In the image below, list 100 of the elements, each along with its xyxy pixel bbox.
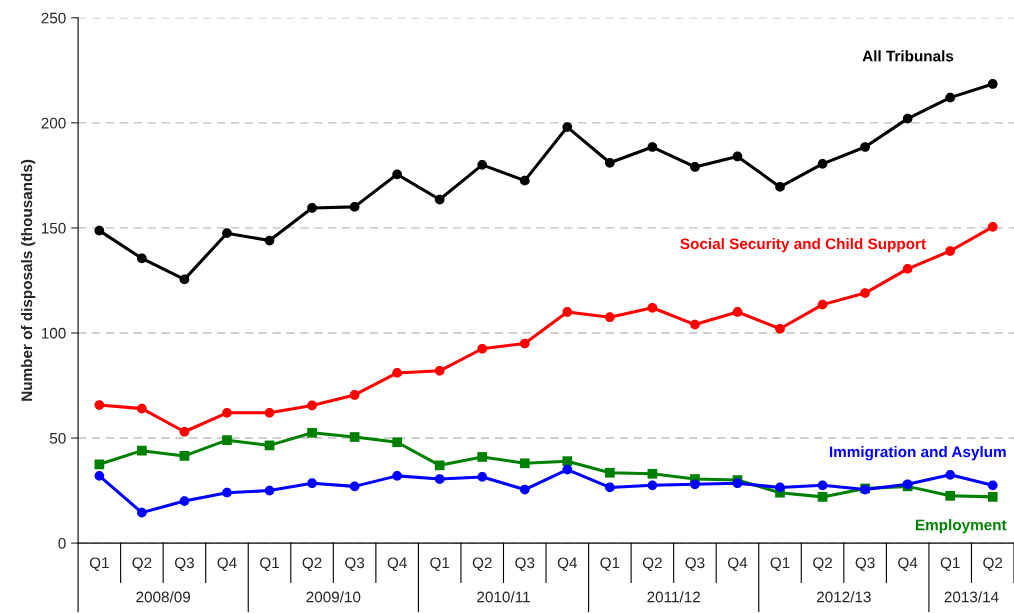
x-tick-label: Q1 <box>940 557 960 571</box>
point <box>434 365 445 376</box>
point <box>179 496 190 506</box>
point <box>562 307 573 317</box>
point <box>945 490 956 501</box>
point <box>902 264 913 274</box>
x-tick-label: Q4 <box>728 557 748 571</box>
point <box>137 445 147 456</box>
point <box>307 203 317 213</box>
point <box>604 467 615 478</box>
point <box>775 323 785 334</box>
point <box>94 459 105 470</box>
x-tick-label: Q4 <box>898 557 918 571</box>
point <box>94 400 105 410</box>
point <box>392 368 402 378</box>
point <box>434 460 445 471</box>
text: 2013/14 <box>944 591 999 603</box>
point <box>264 485 275 496</box>
point <box>647 142 658 152</box>
point <box>477 472 488 482</box>
text: 2012/13 <box>816 591 871 603</box>
point <box>902 113 913 124</box>
x-tick-label: Q2 <box>813 557 832 571</box>
x-tick-label: Q1 <box>89 557 109 571</box>
point <box>732 151 743 162</box>
point <box>732 478 743 489</box>
point <box>392 471 402 481</box>
point <box>987 480 998 491</box>
point <box>179 426 190 437</box>
point <box>604 312 615 323</box>
text: 2010/11 <box>477 591 530 603</box>
x-tick-label: Q1 <box>430 557 450 571</box>
series-label: Employment <box>915 519 1007 534</box>
point <box>647 468 658 479</box>
point <box>477 452 488 462</box>
point <box>817 299 828 310</box>
point <box>434 474 445 484</box>
y-tick-label: 100 <box>41 327 66 339</box>
point <box>392 169 402 180</box>
point <box>519 175 530 186</box>
point <box>604 157 615 168</box>
point <box>222 487 232 498</box>
x-tick-label: Q2 <box>983 557 1003 571</box>
point <box>945 469 956 480</box>
point <box>860 142 870 152</box>
point <box>179 451 190 461</box>
point <box>817 492 828 502</box>
point <box>690 162 700 172</box>
point <box>222 435 232 446</box>
point <box>519 338 530 349</box>
point <box>222 407 232 418</box>
point <box>264 235 275 246</box>
y-axis-title: Number of disposals (thousands) <box>20 159 36 401</box>
point <box>307 478 317 489</box>
point <box>434 194 445 205</box>
y-tick-label: 0 <box>58 537 66 549</box>
y-tick-label: 200 <box>41 117 66 129</box>
point <box>987 222 998 232</box>
point <box>94 471 105 481</box>
point <box>264 407 275 418</box>
point <box>945 246 956 256</box>
point <box>647 302 658 313</box>
point <box>775 182 785 192</box>
x-tick-label: Q2 <box>642 557 662 571</box>
point <box>307 427 317 438</box>
text: 2008/09 <box>136 591 191 603</box>
x-tick-label: Q3 <box>515 557 535 571</box>
point <box>690 479 700 490</box>
x-tick-label: Q2 <box>472 557 492 571</box>
x-tick-label: Q2 <box>302 557 322 571</box>
point <box>519 484 530 495</box>
y-tick-label: 50 <box>49 432 66 444</box>
y-tick-label: 250 <box>41 12 66 24</box>
x-tick-label: Q3 <box>345 557 365 571</box>
point <box>860 288 870 298</box>
x-tick-label: Q4 <box>557 557 578 571</box>
point <box>349 390 360 400</box>
point <box>690 319 700 330</box>
point <box>349 481 360 492</box>
point <box>307 400 317 411</box>
x-tick-label: Q4 <box>217 557 237 571</box>
point <box>137 253 147 264</box>
point <box>519 458 530 469</box>
point <box>732 307 743 317</box>
series-label: Immigration and Asylum <box>829 446 1006 461</box>
point <box>987 79 998 89</box>
point <box>987 492 998 502</box>
point <box>817 158 828 169</box>
point <box>647 480 658 491</box>
point <box>477 343 488 354</box>
point <box>817 480 828 491</box>
x-tick-label: Q3 <box>685 557 705 571</box>
point <box>562 122 573 132</box>
point <box>604 482 615 493</box>
series-label: Social Security and Child Support <box>680 237 926 253</box>
point <box>562 456 573 467</box>
text: All Tribunals <box>862 50 954 62</box>
x-tick-label: Q1 <box>600 557 620 571</box>
x-tick-label: Q3 <box>174 557 194 571</box>
x-tick-label: Q1 <box>260 557 279 571</box>
